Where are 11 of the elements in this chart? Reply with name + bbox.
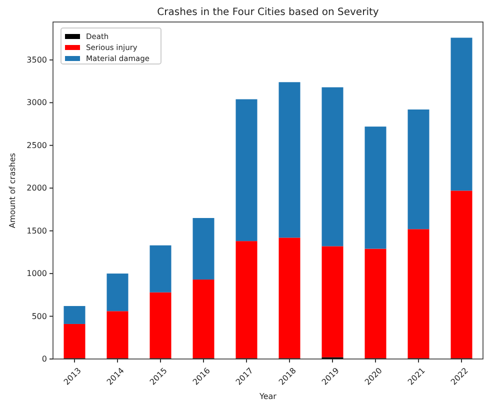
- chart-title: Crashes in the Four Cities based on Severity: [157, 7, 379, 18]
- y-tick-label: 1500: [26, 226, 47, 236]
- y-tick-label: 500: [32, 312, 47, 321]
- y-tick-label: 1000: [26, 269, 47, 278]
- y-tick-label: 2000: [26, 184, 47, 193]
- y-tick-label: 3500: [26, 56, 47, 64]
- x-axis-title: Year: [258, 392, 278, 401]
- y-tick-label: 2500: [26, 140, 47, 150]
- y-tick-label: 0: [42, 354, 47, 364]
- y-axis-title: Amount of crashes: [8, 152, 17, 228]
- y-tick-label: 3000: [26, 98, 47, 108]
